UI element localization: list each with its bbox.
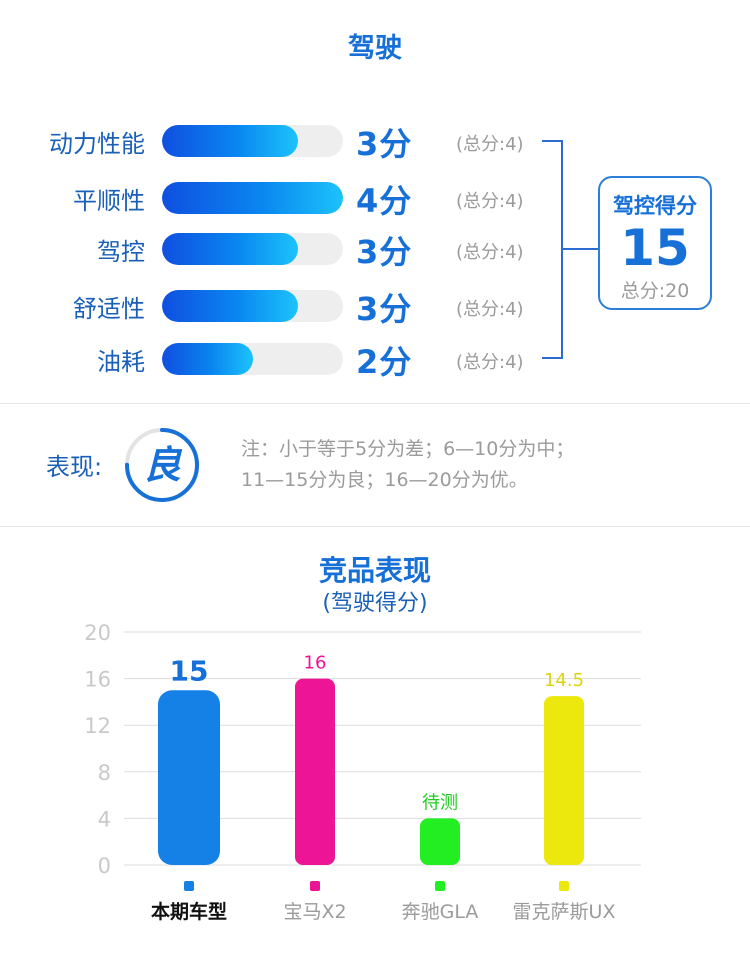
category-label: 奔驰GLA: [402, 901, 479, 923]
bracket-bottom: [542, 357, 562, 359]
grade-ring: [125, 428, 199, 502]
y-tick-label: 20: [84, 621, 111, 645]
bar: [544, 696, 584, 865]
legend-swatch: [184, 881, 194, 891]
total-score-title: 驾控得分: [613, 194, 697, 218]
bar: [420, 818, 460, 865]
bar: [158, 690, 220, 865]
metric-label-fuel: 油耗: [97, 348, 145, 376]
metric-bar-handling: [162, 233, 343, 265]
metric-score-handling: 3分: [356, 233, 413, 271]
metric-bar-fill: [162, 233, 298, 265]
metric-total-handling: (总分:4): [456, 242, 524, 263]
metric-score-comfort: 3分: [356, 290, 413, 328]
divider: [0, 526, 750, 527]
legend-swatch: [559, 881, 569, 891]
y-tick-label: 16: [84, 668, 111, 692]
metric-score-fuel: 2分: [356, 343, 413, 381]
chart-title: 竞品表现: [318, 554, 431, 587]
y-tick-label: 0: [98, 854, 111, 878]
data-label: 15: [170, 654, 209, 687]
metric-bar-fuel: [162, 343, 343, 375]
grade-note-line1: 注：小于等于5分为差；6—10分为中；: [241, 438, 575, 460]
total-score-value: 15: [620, 219, 690, 277]
category-label: 本期车型: [151, 900, 227, 923]
metric-bar-fill: [162, 290, 298, 322]
metric-total-comfort: (总分:4): [456, 299, 524, 320]
data-label: 16: [304, 653, 327, 674]
metric-total-smoothness: (总分:4): [456, 191, 524, 212]
y-tick-label: 8: [98, 761, 111, 785]
metric-bar-fill: [162, 343, 253, 375]
divider: [0, 403, 750, 404]
legend-swatch: [435, 881, 445, 891]
data-label: 待测: [422, 792, 458, 813]
metric-bar-fill: [162, 125, 298, 157]
grade-text: 良: [142, 443, 181, 487]
category-label: 宝马X2: [283, 901, 346, 923]
metric-bar-comfort: [162, 290, 343, 322]
metric-total-fuel: (总分:4): [456, 352, 524, 373]
y-tick-label: 12: [84, 714, 111, 738]
metric-total-power: (总分:4): [456, 134, 524, 155]
metric-label-handling: 驾控: [97, 238, 145, 266]
y-tick-label: 4: [98, 807, 111, 831]
metric-bar-smoothness: [162, 182, 343, 214]
grade-note-line2: 11—15分为良；16—20分为优。: [241, 469, 528, 491]
data-label: 14.5: [544, 670, 584, 691]
performance-label: 表现:: [46, 453, 103, 481]
metric-score-power: 3分: [356, 125, 413, 163]
metric-score-smoothness: 4分: [356, 182, 413, 220]
total-score-box: 驾控得分 15 总分:20: [598, 176, 712, 310]
chart-subtitle: (驾驶得分): [322, 591, 428, 616]
category-label: 雷克萨斯UX: [513, 901, 616, 923]
bar: [295, 678, 335, 865]
bracket-top: [542, 140, 562, 142]
section-title: 驾驶: [348, 33, 402, 64]
metric-bar-power: [162, 125, 343, 157]
bracket-connector: [561, 248, 599, 250]
metric-label-power: 动力性能: [49, 130, 145, 158]
metric-label-comfort: 舒适性: [73, 295, 145, 323]
metric-bar-fill: [162, 182, 343, 214]
metric-label-smoothness: 平顺性: [73, 187, 145, 215]
total-score-max: 总分:20: [620, 280, 690, 302]
legend-swatch: [310, 881, 320, 891]
